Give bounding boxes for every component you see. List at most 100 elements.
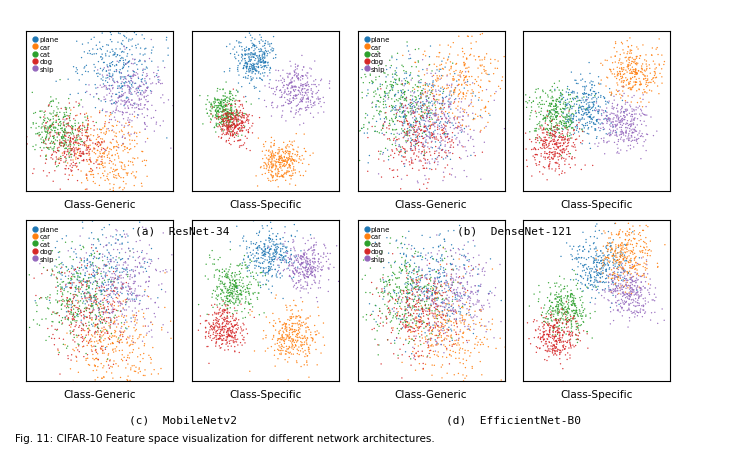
plane [263,250,275,257]
cat [393,275,405,282]
ship [139,58,151,65]
plane [126,83,138,90]
dog [401,294,413,301]
ship [305,235,317,243]
ship [143,273,155,281]
car [276,172,288,179]
cat [230,291,242,298]
plane [257,44,269,51]
car [636,104,648,111]
car [279,157,291,164]
dog [96,329,108,336]
car [279,158,291,166]
plane [420,285,432,292]
dog [430,290,442,297]
dog [213,336,225,343]
car [431,313,443,320]
car [275,156,287,163]
cat [411,283,423,290]
car [632,60,644,68]
dog [550,142,562,149]
ship [73,267,85,275]
plane [68,271,80,278]
ship [97,275,109,282]
cat [209,100,221,107]
car [299,333,311,340]
cat [55,261,67,268]
ship [313,264,325,271]
cat [45,123,57,130]
ship [611,106,623,113]
plane [275,240,287,247]
plane [462,239,474,246]
car [123,158,135,166]
ship [620,130,632,137]
plane [85,250,97,258]
plane [66,245,78,252]
plane [73,278,85,285]
ship [629,111,641,119]
plane [87,279,99,286]
dog [92,356,104,363]
plane [578,125,590,132]
cat [550,101,562,109]
plane [137,22,149,29]
dog [221,307,233,314]
dog [233,98,245,105]
car [648,75,660,82]
plane [103,240,115,247]
plane [276,255,288,262]
plane [401,253,413,261]
plane [589,126,601,133]
plane [404,281,416,289]
ship [100,282,112,289]
cat [220,114,232,121]
cat [201,311,213,318]
ship [157,267,169,275]
dog [93,140,105,147]
cat [53,110,66,117]
cat [242,300,255,307]
cat [555,153,567,160]
car [436,102,448,110]
car [634,248,646,255]
ship [306,267,318,274]
car [262,175,274,183]
cat [43,145,55,152]
dog [426,310,438,317]
ship [301,279,313,286]
cat [542,280,554,287]
car [605,89,617,97]
car [275,336,287,344]
cat [248,273,260,281]
car [419,87,431,94]
dog [229,333,241,340]
cat [233,276,245,284]
dog [529,157,541,164]
car [623,57,636,64]
car [290,343,302,350]
car [434,106,446,113]
plane [131,85,143,92]
car [279,325,291,332]
plane [79,265,91,272]
ship [266,86,278,93]
car [626,48,638,55]
cat [401,113,413,120]
plane [404,139,416,147]
car [281,348,293,355]
ship [287,262,299,269]
plane [105,265,117,272]
cat [215,99,227,106]
cat [18,138,30,146]
dog [108,315,120,322]
plane [116,240,128,247]
plane [385,108,397,115]
car [629,59,641,66]
ship [453,138,465,145]
dog [241,117,253,124]
cat [584,315,596,322]
car [138,313,150,321]
ship [612,308,624,315]
dog [401,129,413,137]
